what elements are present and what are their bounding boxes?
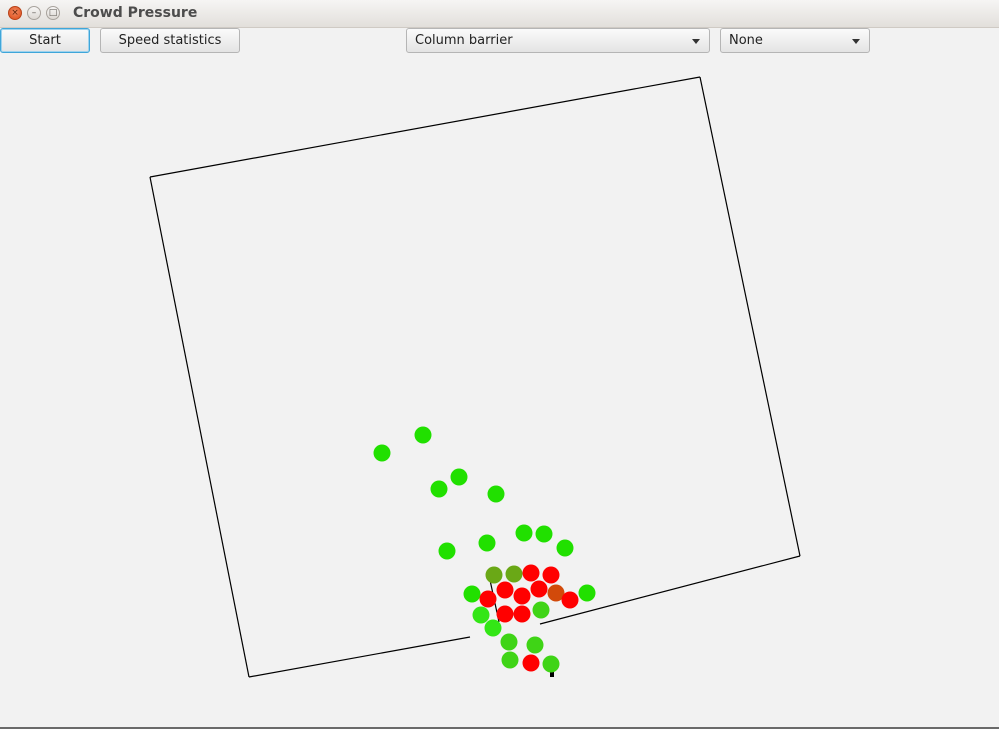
agent-pressed: [522, 564, 540, 582]
agent-pressed: [530, 580, 548, 598]
chevron-down-icon: [852, 39, 860, 44]
speed-statistics-button[interactable]: Speed statistics: [100, 28, 240, 53]
minimize-window-button[interactable]: –: [27, 6, 41, 20]
agent-pressed: [561, 591, 579, 609]
scenario-select-value: Column barrier: [415, 33, 513, 48]
agent-pressed: [542, 566, 560, 584]
agent-pressed: [513, 605, 531, 623]
agent-mid: [526, 636, 544, 654]
agent-mid: [500, 633, 518, 651]
agent-free: [515, 524, 533, 542]
agent-free: [487, 485, 505, 503]
agent-free: [373, 444, 391, 462]
agent-pressed: [522, 654, 540, 672]
exit-marker: [550, 671, 554, 677]
title-bar: × – □ Crowd Pressure: [0, 0, 999, 28]
agent-free: [578, 584, 596, 602]
agent-free: [556, 539, 574, 557]
agent-pressed: [513, 587, 531, 605]
simulation-canvas[interactable]: [0, 54, 999, 727]
agent-light: [472, 606, 490, 624]
overlay-select-value: None: [729, 33, 763, 48]
wall-left: [149, 176, 250, 678]
agent-free: [535, 525, 553, 543]
room-walls: [149, 76, 801, 678]
agent-olive: [485, 566, 503, 584]
agent-pressed: [496, 605, 514, 623]
agent-mid: [501, 651, 519, 669]
agent-mid: [542, 655, 560, 673]
window-title: Crowd Pressure: [73, 5, 198, 21]
agent-free: [450, 468, 468, 486]
agent-free: [463, 585, 481, 603]
agent-free: [478, 534, 496, 552]
agent-pressed: [496, 581, 514, 599]
scenario-select[interactable]: Column barrier: [406, 28, 710, 53]
wall-bottom-left: [248, 636, 471, 678]
agent-pressed: [479, 590, 497, 608]
wall-top: [149, 76, 701, 178]
agent-free: [414, 426, 432, 444]
agent-free: [438, 542, 456, 560]
chevron-down-icon: [692, 39, 700, 44]
agent-free: [430, 480, 448, 498]
overlay-select[interactable]: None: [720, 28, 870, 53]
agent-orange: [547, 584, 565, 602]
window-bottom-border: [0, 727, 999, 729]
wall-bottom-right: [539, 555, 801, 625]
wall-right: [699, 76, 801, 557]
agent-olive: [505, 565, 523, 583]
agent-light: [484, 619, 502, 637]
start-button[interactable]: Start: [0, 28, 90, 53]
agents-layer: [373, 426, 596, 673]
agent-mid: [532, 601, 550, 619]
close-window-button[interactable]: ×: [8, 6, 22, 20]
maximize-window-button[interactable]: □: [46, 6, 60, 20]
